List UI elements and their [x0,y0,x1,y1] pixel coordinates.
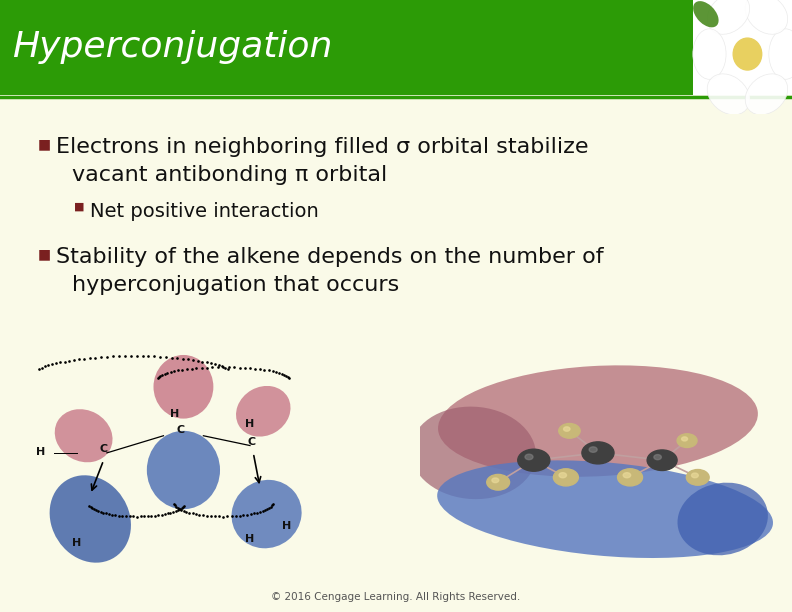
Text: Hyperconjugation: Hyperconjugation [12,31,333,64]
Circle shape [691,473,699,478]
Ellipse shape [693,29,726,80]
Ellipse shape [438,365,758,477]
Ellipse shape [50,476,131,562]
Ellipse shape [437,460,773,558]
Circle shape [618,469,642,486]
Text: H: H [72,539,82,548]
Circle shape [623,472,630,478]
Circle shape [564,427,570,431]
Text: Electrons in neighboring filled σ orbital stabilize: Electrons in neighboring filled σ orbita… [56,137,588,157]
Text: vacant antibonding π orbital: vacant antibonding π orbital [72,165,387,185]
Text: H: H [170,409,180,419]
Ellipse shape [147,431,220,509]
Polygon shape [693,0,792,95]
Ellipse shape [55,409,112,462]
Text: H: H [282,521,291,531]
Ellipse shape [231,480,302,548]
Circle shape [487,474,509,490]
Circle shape [525,454,533,460]
Ellipse shape [693,1,718,28]
Text: H: H [246,534,254,543]
Circle shape [559,424,581,438]
Circle shape [582,442,614,464]
Ellipse shape [707,0,750,34]
Text: Stability of the alkene depends on the number of: Stability of the alkene depends on the n… [56,247,604,267]
Circle shape [654,455,661,460]
Circle shape [492,478,499,483]
Text: H: H [36,447,45,457]
Circle shape [559,472,566,478]
Text: ■: ■ [38,137,51,151]
Ellipse shape [769,29,792,80]
Text: hyperconjugation that occurs: hyperconjugation that occurs [72,275,399,295]
Ellipse shape [154,355,213,419]
Ellipse shape [707,74,750,115]
Circle shape [682,437,687,441]
Ellipse shape [677,483,768,555]
Circle shape [733,38,762,70]
Ellipse shape [236,386,291,436]
Circle shape [687,469,709,485]
Text: ■: ■ [38,247,51,261]
Circle shape [589,447,597,452]
Ellipse shape [745,74,788,115]
Ellipse shape [745,0,788,34]
Text: C: C [176,425,185,435]
Circle shape [677,434,697,447]
Text: C: C [100,444,108,454]
Text: ■: ■ [74,202,85,212]
Text: C: C [248,437,256,447]
Text: © 2016 Cengage Learning. All Rights Reserved.: © 2016 Cengage Learning. All Rights Rese… [272,592,520,602]
Ellipse shape [410,406,536,499]
Polygon shape [0,0,792,95]
Text: H: H [246,419,254,428]
Text: Net positive interaction: Net positive interaction [90,202,318,221]
Circle shape [518,449,550,471]
Circle shape [647,450,677,471]
Circle shape [554,469,578,486]
